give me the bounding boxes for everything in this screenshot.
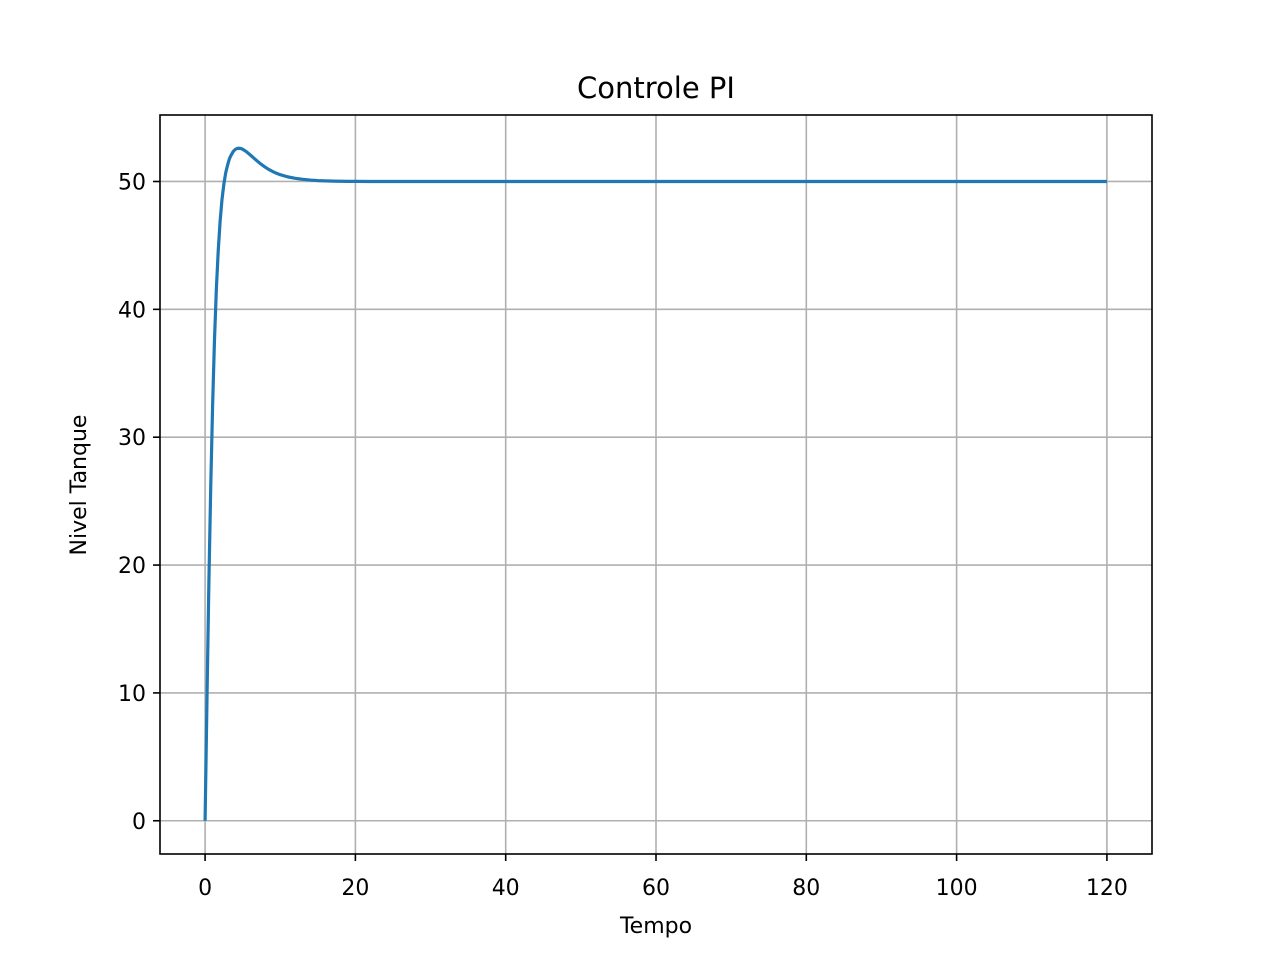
x-axis-label: Tempo [619, 914, 692, 939]
y-tick-label: 20 [118, 554, 146, 579]
y-tick-label: 50 [118, 170, 146, 195]
x-tick-label: 60 [642, 876, 670, 901]
x-tick-label: 80 [792, 876, 820, 901]
x-axis-ticks: 0 20 40 60 80 100 120 [198, 854, 1128, 901]
x-tick-label: 0 [198, 876, 212, 901]
x-tick-label: 100 [936, 876, 978, 901]
x-tick-label: 20 [341, 876, 369, 901]
y-axis-label: Nivel Tanque [67, 415, 92, 556]
series-layer [203, 146, 1107, 821]
y-axis-ticks: 0 10 20 30 40 50 [118, 170, 160, 835]
y-tick-label: 30 [118, 426, 146, 451]
chart-title: Controle PI [577, 71, 735, 105]
y-tick-label: 10 [118, 682, 146, 707]
x-tick-label: 40 [492, 876, 520, 901]
y-tick-label: 0 [132, 810, 146, 835]
y-tick-label: 40 [118, 298, 146, 323]
x-tick-label: 120 [1086, 876, 1128, 901]
series-line [203, 146, 1107, 821]
